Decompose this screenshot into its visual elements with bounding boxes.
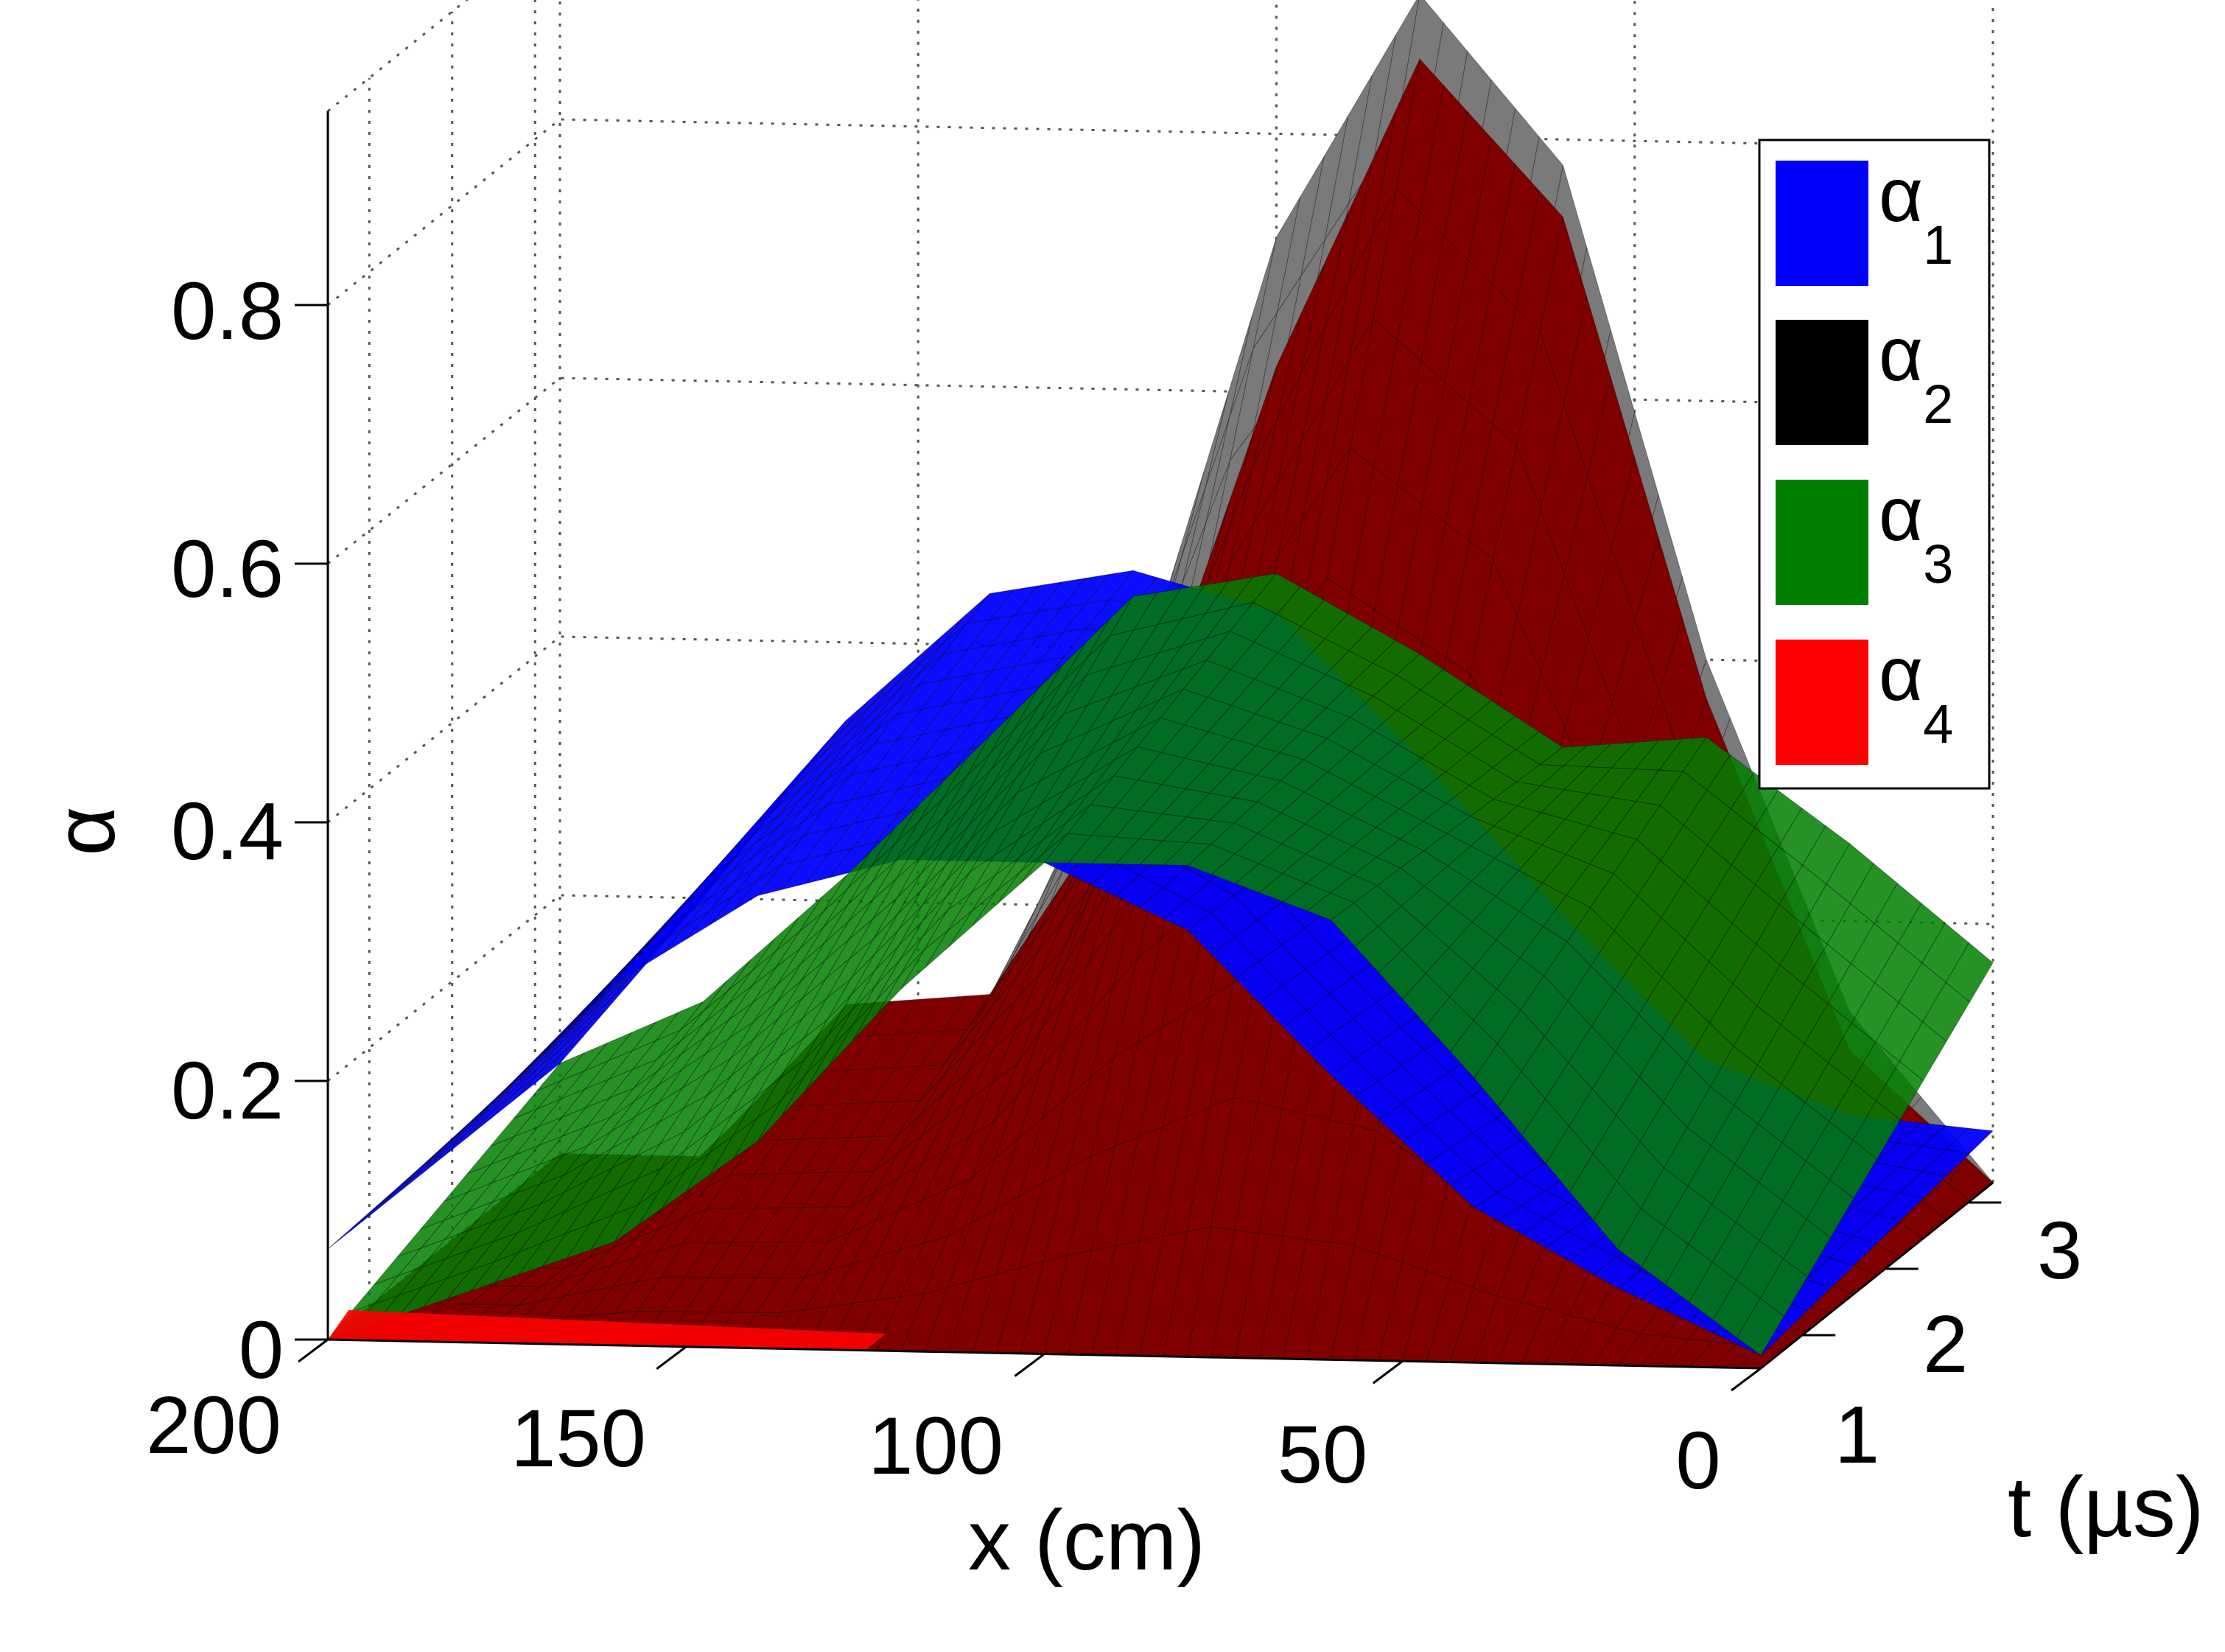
x-tick-labels: 200 150 100 50 0	[146, 1380, 1720, 1506]
surface-patch	[1875, 1192, 1924, 1222]
z-tick-label: 0.4	[171, 786, 284, 877]
legend-entry: α4	[1776, 631, 1953, 765]
surface-patch	[1736, 1298, 1785, 1357]
legend-swatch	[1776, 640, 1868, 765]
legend-swatch	[1776, 480, 1868, 605]
x-axis-label: x (cm)	[968, 1492, 1205, 1588]
x-tick-mark	[656, 1345, 687, 1370]
z-tick-labels: 0 0.2 0.4 0.6 0.8	[171, 266, 284, 1396]
t-axis-label: t (µs)	[2008, 1459, 2204, 1555]
x-tick-mark	[1731, 1367, 1762, 1392]
surfaces	[326, 0, 1994, 1369]
x-tick-label: 200	[146, 1380, 281, 1471]
t-tick-labels: 1 2 3	[1835, 1205, 2082, 1480]
t-tick-label: 1	[1835, 1390, 1879, 1480]
surface-patch	[584, 973, 633, 1023]
surface-floor-patch	[328, 1309, 886, 1351]
t-axis-line	[1760, 1181, 1994, 1370]
x-tick-label: 100	[868, 1401, 1003, 1491]
z-tick-label: 0.2	[171, 1046, 284, 1136]
legend-label: α4	[1879, 631, 1953, 755]
x-tick-mark	[1014, 1353, 1045, 1377]
x-tick-label: 150	[511, 1393, 646, 1484]
legend-label-base: α	[1879, 472, 1923, 557]
legend: α1 α2 α3 α4	[1758, 139, 1991, 790]
x-tick-mark	[298, 1338, 329, 1363]
surface-α3	[326, 573, 1994, 1357]
z-axis-label: α	[37, 806, 133, 855]
axes	[295, 111, 2002, 1392]
legend-label-sub: 1	[1923, 214, 1953, 276]
z-tick-label: 0	[239, 1305, 284, 1396]
legend-label-base: α	[1879, 631, 1923, 717]
legend-label-base: α	[1879, 153, 1923, 238]
grid-line	[327, 118, 1994, 307]
t-tick-label: 2	[1923, 1299, 1968, 1390]
legend-swatch	[1776, 320, 1868, 445]
legend-label-sub: 3	[1923, 533, 1953, 595]
surface-patch	[420, 1131, 469, 1175]
grid-line	[327, 0, 469, 112]
legend-label: α2	[1879, 312, 1953, 435]
x-tick-label: 0	[1675, 1415, 1720, 1506]
z-tick-label: 0.8	[171, 266, 284, 357]
surface-patch	[444, 1112, 491, 1157]
x-tick-label: 50	[1278, 1410, 1367, 1500]
legend-label: α1	[1879, 153, 1953, 276]
surface-patch	[614, 941, 662, 984]
legend-entry: α1	[1776, 153, 1953, 286]
surface-patch	[561, 995, 610, 1043]
legend-entry: α3	[1776, 472, 1953, 605]
legend-entry: α2	[1776, 312, 1953, 445]
legend-label: α3	[1879, 472, 1953, 595]
legend-swatch	[1776, 161, 1868, 286]
legend-label-sub: 2	[1923, 374, 1953, 435]
surface-patch	[1899, 1171, 1948, 1199]
legend-label-base: α	[1879, 312, 1923, 397]
surface-patch	[1852, 1214, 1901, 1244]
legend-label-sub: 4	[1923, 693, 1953, 755]
grid-line	[327, 377, 1994, 565]
z-tick-label: 0.6	[171, 524, 284, 615]
x-tick-mark	[1372, 1360, 1404, 1385]
t-tick-label: 3	[2037, 1205, 2082, 1296]
